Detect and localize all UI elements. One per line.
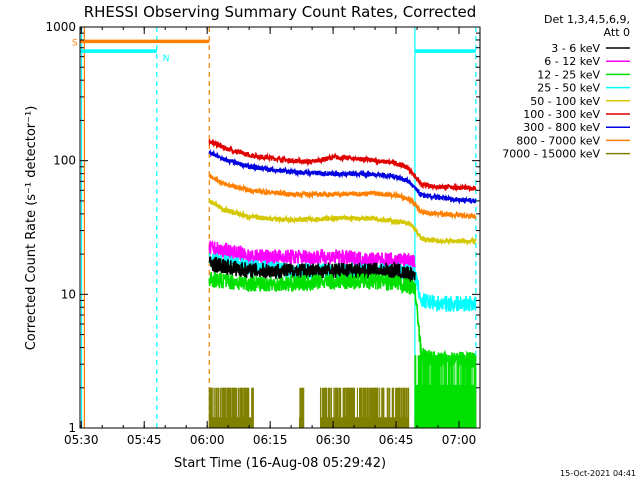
legend-label-3: 25 - 50 keV: [537, 82, 600, 95]
plot-frame: [79, 26, 481, 429]
x-tick-label-2: 06:00: [190, 433, 225, 447]
legend-label-6: 300 - 800 keV: [523, 121, 600, 134]
legend-label-5: 100 - 300 keV: [523, 108, 600, 121]
plot-area: SN: [72, 27, 477, 428]
legend-label-7: 800 - 7000 keV: [516, 134, 600, 147]
legend-label-8: 7000 - 15000 keV: [502, 148, 600, 161]
y-tick-label-1: 10: [61, 287, 76, 301]
x-axis-label: Start Time (16-Aug-08 05:29:42): [174, 456, 386, 471]
legend-label-4: 50 - 100 keV: [530, 95, 600, 108]
y-tick-label-2: 100: [53, 154, 76, 168]
legend-header-1: Att 0: [604, 26, 630, 39]
x-tick-label-4: 06:30: [316, 433, 351, 447]
x-tick-label-5: 06:45: [379, 433, 414, 447]
series-line-2: [208, 173, 477, 221]
series-line-0: [208, 138, 477, 193]
y-tick-label-0: 1: [68, 421, 76, 435]
x-tick-label-1: 05:45: [127, 433, 162, 447]
sparse-series-0: [208, 387, 410, 428]
chart-title: RHESSI Observing Summary Count Rates, Co…: [84, 3, 477, 21]
axes: 05:30 05:45 06:00 06:15 06:30 06:45 07:00 1 10 10…: [45, 20, 481, 447]
flag-label-s: S: [72, 38, 78, 48]
timestamp: 15-Oct-2021 04:41: [560, 469, 636, 478]
x-tick-label-6: 07:00: [442, 433, 477, 447]
legend-label-1: 6 - 12 keV: [544, 55, 600, 68]
series-line-6: [208, 256, 416, 283]
legend-label-2: 12 - 25 keV: [537, 68, 600, 81]
legend-header-0: Det 1,3,4,5,6,9,: [544, 13, 630, 26]
series-line-4: [208, 239, 416, 271]
y-tick-label-3: 1000: [45, 20, 76, 34]
series-line-7: [208, 271, 477, 370]
flag-label-n: N: [163, 54, 170, 64]
series-line-1: [208, 148, 477, 205]
x-tick-label-0: 05:30: [64, 433, 99, 447]
sparse-series-2: [414, 355, 477, 428]
y-axis-label: Corrected Count Rate (s⁻¹ detector⁻¹): [24, 106, 39, 351]
x-tick-label-3: 06:15: [253, 433, 288, 447]
series-line-3: [208, 198, 477, 247]
legend-label-0: 3 - 6 keV: [551, 42, 600, 55]
